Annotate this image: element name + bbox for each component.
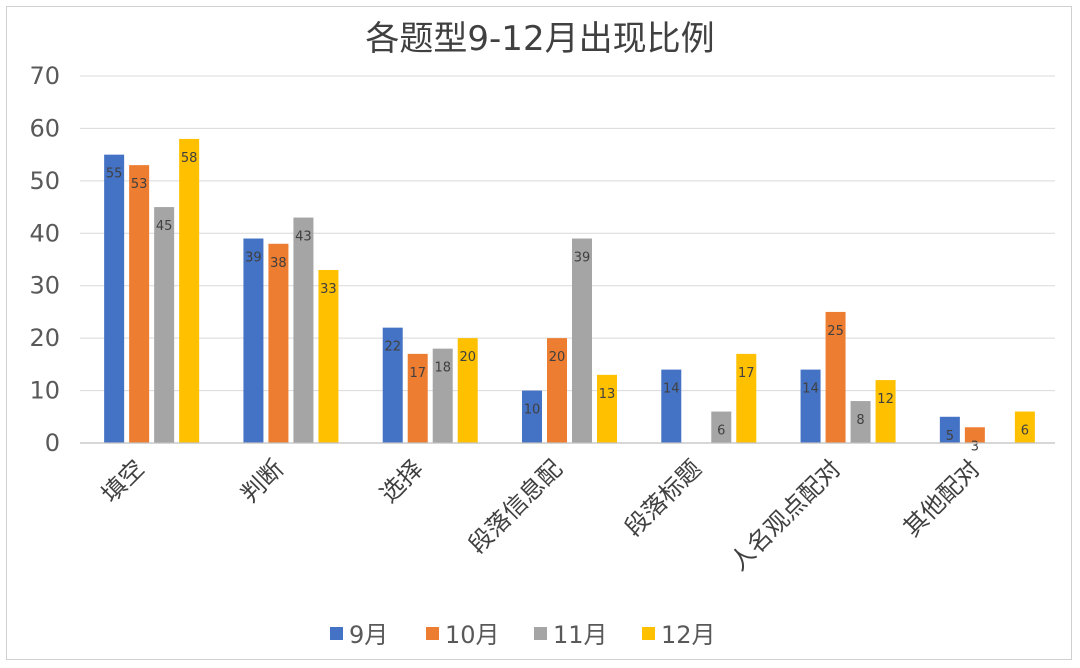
bar	[179, 138, 200, 443]
bar	[964, 427, 985, 443]
bar	[939, 416, 960, 443]
data-label: 8	[856, 413, 864, 428]
data-label: 12	[877, 392, 894, 407]
legend-label: 10月	[445, 621, 500, 649]
bars	[104, 138, 1035, 443]
data-label: 13	[599, 387, 616, 402]
data-label: 53	[131, 177, 148, 192]
data-label: 55	[106, 167, 123, 182]
y-tick-label: 60	[29, 114, 60, 142]
legend: 9月 10月 11月 12月	[330, 621, 716, 649]
bar	[850, 401, 871, 443]
y-tick-label: 20	[29, 324, 60, 352]
data-label: 20	[459, 350, 476, 365]
bar	[154, 207, 175, 443]
bar	[597, 374, 617, 443]
data-label: 17	[409, 366, 426, 381]
x-tick-label: 人名观点配对	[725, 454, 847, 576]
data-label: 3	[971, 439, 979, 454]
x-tick-label: 判断	[235, 454, 289, 508]
data-label: 38	[270, 256, 287, 271]
data-label: 39	[574, 251, 591, 266]
x-tick-label: 段落信息配	[463, 454, 568, 559]
bar	[382, 327, 403, 443]
y-tick-label: 0	[45, 429, 60, 457]
x-axis-ticks: 填空 判断 选择 段落信息配 段落标题 人名观点配对 其他配对	[96, 454, 985, 576]
data-label: 14	[663, 382, 680, 397]
data-label: 22	[384, 340, 401, 355]
bar	[104, 154, 125, 443]
data-label: 10	[524, 403, 541, 418]
bar	[1014, 411, 1035, 443]
data-label: 33	[320, 282, 337, 297]
data-label: 20	[549, 350, 566, 365]
legend-label: 12月	[661, 621, 716, 649]
x-tick-label: 段落标题	[619, 454, 707, 542]
x-tick-label: 其他配对	[898, 454, 986, 542]
bar	[736, 353, 757, 443]
y-axis-ticks: 0 10 20 30 40 50 60 70	[29, 62, 60, 457]
data-label: 45	[156, 219, 173, 234]
bar	[875, 380, 896, 443]
legend-swatch	[642, 627, 655, 640]
bar	[572, 238, 592, 443]
data-label: 6	[1021, 424, 1029, 439]
data-label: 17	[738, 366, 755, 381]
legend-label: 11月	[553, 621, 608, 649]
chart-title: 各题型9-12月出现比例	[365, 19, 714, 59]
bar	[825, 311, 846, 443]
legend-swatch	[426, 627, 439, 640]
y-tick-label: 50	[29, 167, 60, 195]
x-tick-label: 填空	[96, 454, 150, 508]
bar	[293, 217, 314, 443]
y-tick-label: 70	[29, 62, 60, 90]
data-label: 18	[434, 361, 451, 376]
bar	[318, 269, 339, 443]
data-label: 25	[827, 324, 844, 339]
chart-frame	[6, 6, 1072, 660]
bar	[407, 353, 428, 443]
gridlines	[80, 75, 1055, 392]
x-tick-label: 选择	[375, 454, 429, 508]
legend-swatch	[330, 627, 343, 640]
legend-swatch	[534, 627, 547, 640]
bar	[243, 238, 264, 443]
data-label: 43	[295, 230, 312, 245]
bar	[661, 369, 682, 443]
bar	[432, 348, 453, 443]
bar	[129, 165, 150, 443]
bar	[800, 369, 821, 443]
legend-label: 9月	[349, 621, 388, 649]
bar	[522, 390, 542, 443]
y-tick-label: 40	[29, 219, 60, 247]
data-label: 5	[946, 429, 954, 444]
bar	[711, 411, 732, 443]
bar	[547, 338, 567, 443]
data-label: 14	[802, 382, 819, 397]
bar	[457, 338, 478, 443]
bar	[268, 243, 289, 443]
data-label: 58	[181, 151, 198, 166]
data-label: 39	[245, 251, 262, 266]
data-label: 6	[717, 424, 725, 439]
y-tick-label: 30	[29, 272, 60, 300]
y-tick-label: 10	[29, 377, 60, 405]
